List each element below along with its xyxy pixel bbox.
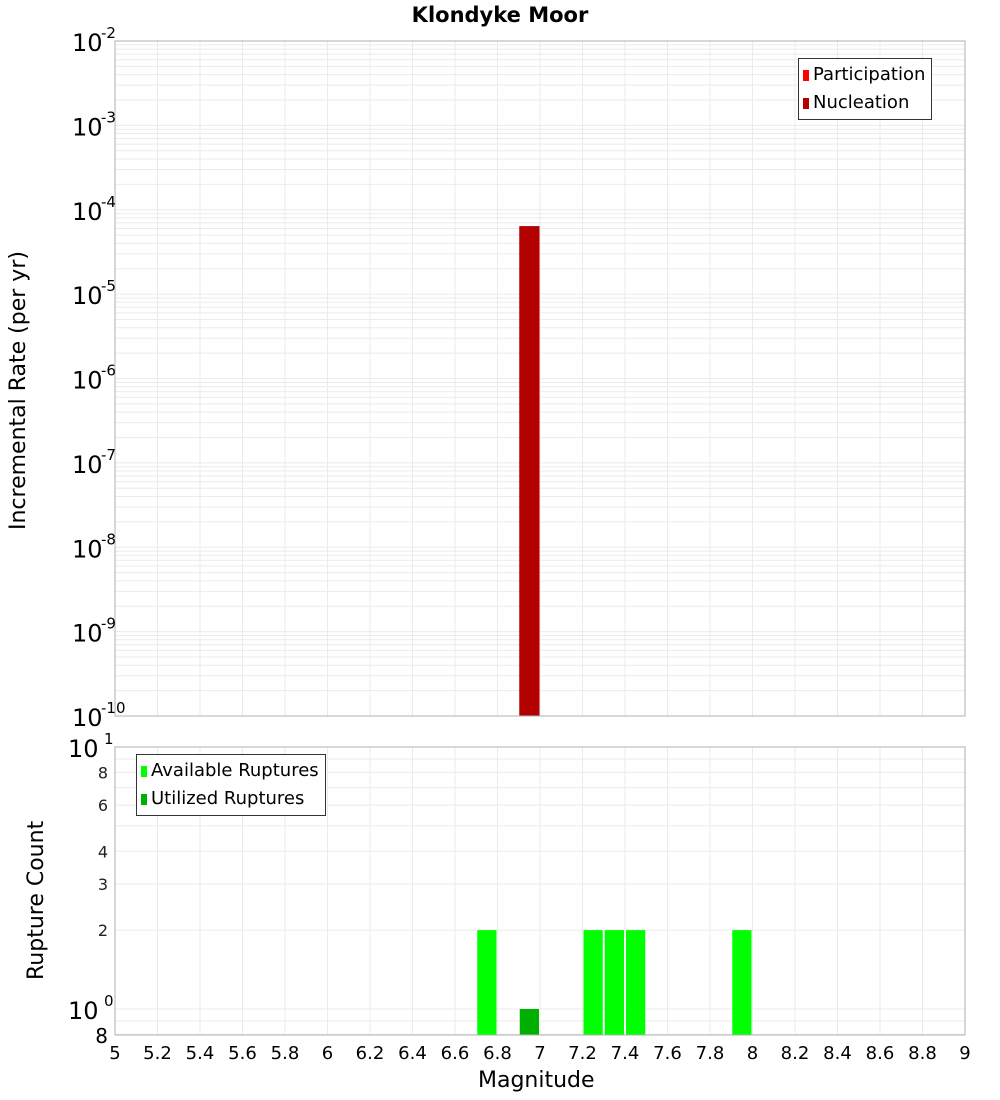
svg-text:8: 8 (98, 763, 108, 782)
svg-text:5.6: 5.6 (228, 1043, 257, 1064)
svg-text:6.4: 6.4 (398, 1043, 427, 1064)
svg-text:6: 6 (98, 796, 108, 815)
svg-text:-2: -2 (101, 24, 116, 42)
svg-text:-10: -10 (101, 699, 126, 717)
svg-text:-6: -6 (101, 362, 116, 380)
svg-text:8.4: 8.4 (823, 1043, 852, 1064)
svg-text:10: 10 (72, 198, 103, 226)
bar-available-ruptures (604, 930, 624, 1035)
top-legend: Participation Nucleation (798, 58, 933, 120)
svg-text:-5: -5 (101, 277, 116, 295)
bar-available-ruptures (732, 930, 752, 1035)
chart-title: Klondyke Moor (411, 3, 589, 27)
nucleation-swatch-icon (803, 97, 809, 109)
svg-text:10: 10 (68, 735, 99, 763)
bottom-y-axis-label: Rupture Count (24, 820, 49, 980)
svg-text:10: 10 (68, 997, 99, 1025)
svg-text:9: 9 (959, 1043, 970, 1064)
svg-text:6: 6 (322, 1043, 333, 1064)
svg-text:0: 0 (104, 992, 114, 1010)
svg-text:8: 8 (747, 1043, 758, 1064)
legend-item-utilized: Utilized Ruptures (141, 785, 319, 813)
svg-text:-4: -4 (101, 193, 116, 211)
participation-swatch-icon (803, 69, 809, 81)
svg-text:10: 10 (72, 29, 103, 57)
svg-text:6.8: 6.8 (483, 1043, 512, 1064)
svg-text:-3: -3 (101, 108, 116, 126)
bar-available-ruptures (583, 930, 603, 1035)
svg-text:8.6: 8.6 (866, 1043, 895, 1064)
bar-nucleation (519, 226, 540, 716)
svg-text:5.4: 5.4 (186, 1043, 215, 1064)
svg-text:10: 10 (72, 535, 103, 563)
svg-text:7.4: 7.4 (611, 1043, 640, 1064)
legend-label: Nucleation (813, 92, 910, 113)
x-axis-label: Magnitude (478, 1068, 595, 1093)
bar-available-ruptures (477, 930, 497, 1035)
svg-text:5.2: 5.2 (143, 1043, 172, 1064)
legend-label: Available Ruptures (151, 760, 319, 781)
bar-utilized-ruptures (519, 1009, 539, 1035)
svg-text:8.2: 8.2 (781, 1043, 810, 1064)
svg-text:10: 10 (72, 451, 103, 479)
legend-item-available: Available Ruptures (141, 757, 319, 785)
bottom-legend: Available Ruptures Utilized Ruptures (136, 754, 326, 816)
available-swatch-icon (141, 765, 147, 777)
svg-text:-7: -7 (101, 446, 116, 464)
svg-text:3: 3 (98, 875, 108, 894)
bar-available-ruptures (626, 930, 646, 1035)
svg-text:5: 5 (109, 1043, 120, 1064)
legend-label: Utilized Ruptures (151, 788, 305, 809)
legend-item-nucleation: Nucleation (803, 89, 925, 117)
svg-text:10: 10 (72, 113, 103, 141)
svg-text:7: 7 (534, 1043, 545, 1064)
svg-text:7.2: 7.2 (568, 1043, 597, 1064)
svg-text:6.2: 6.2 (356, 1043, 385, 1064)
utilized-swatch-icon (141, 793, 147, 805)
svg-text:4: 4 (98, 842, 108, 861)
top-y-axis-label: Incremental Rate (per yr) (6, 251, 31, 530)
svg-text:7.8: 7.8 (696, 1043, 725, 1064)
svg-text:7.6: 7.6 (653, 1043, 682, 1064)
svg-text:6.6: 6.6 (441, 1043, 470, 1064)
svg-text:8.8: 8.8 (908, 1043, 937, 1064)
svg-text:10: 10 (72, 282, 103, 310)
svg-text:10: 10 (72, 367, 103, 395)
svg-text:10: 10 (72, 620, 103, 648)
svg-text:2: 2 (98, 921, 108, 940)
legend-item-participation: Participation (803, 61, 925, 89)
legend-label: Participation (813, 64, 926, 85)
svg-text:8: 8 (95, 1024, 108, 1048)
svg-text:-9: -9 (101, 615, 116, 633)
svg-text:1: 1 (104, 730, 114, 748)
svg-text:5.8: 5.8 (271, 1043, 300, 1064)
svg-text:-8: -8 (101, 530, 116, 548)
svg-text:10: 10 (72, 704, 103, 732)
